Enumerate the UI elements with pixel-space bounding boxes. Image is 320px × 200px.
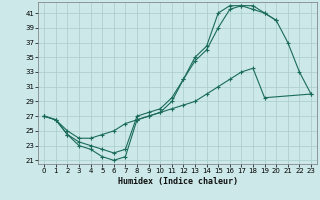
X-axis label: Humidex (Indice chaleur): Humidex (Indice chaleur) (118, 177, 238, 186)
